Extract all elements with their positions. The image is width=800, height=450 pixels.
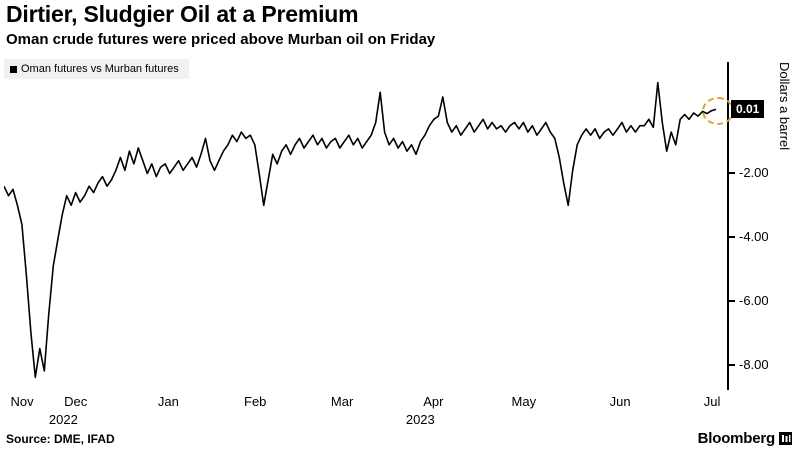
bloomberg-wordmark: Bloomberg bbox=[697, 430, 776, 447]
x-tick-label: May bbox=[511, 394, 537, 409]
x-year-label: 2023 bbox=[405, 412, 435, 427]
y-tick-label: -6.00 bbox=[739, 292, 769, 308]
line-chart-plot bbox=[4, 81, 717, 379]
x-tick-label: Mar bbox=[330, 394, 354, 409]
right-axis-line bbox=[727, 62, 729, 390]
x-tick-label: Jun bbox=[609, 394, 631, 409]
y-tick-mark bbox=[729, 299, 735, 302]
chart-subtitle: Oman crude futures were priced above Mur… bbox=[6, 31, 436, 48]
footer: Source: DME, IFAD Bloomberg bbox=[0, 427, 800, 447]
x-tick-label: Nov bbox=[10, 394, 34, 409]
x-axis-labels: Nov Dec Jan Feb Mar Apr May Jun Jul 2022 2023 bbox=[0, 394, 800, 434]
chart-title: Dirtier, Sludgier Oil at a Premium bbox=[6, 1, 359, 27]
legend-label: Oman futures vs Murban futures bbox=[21, 63, 179, 75]
y-tick-mark bbox=[729, 363, 735, 366]
y-tick-label: -8.00 bbox=[739, 356, 769, 372]
x-tick-label: Jan bbox=[157, 394, 179, 409]
source-text: Source: DME, IFAD bbox=[6, 432, 115, 446]
x-year-label: 2022 bbox=[48, 412, 78, 427]
y-tick-mark bbox=[729, 236, 735, 239]
last-point-highlight-circle bbox=[702, 97, 734, 126]
y-tick-label: -4.00 bbox=[739, 229, 769, 245]
x-tick-label: Jul bbox=[703, 394, 721, 409]
legend: Oman futures vs Murban futures bbox=[4, 59, 189, 79]
x-tick-label: Apr bbox=[423, 394, 444, 409]
y-tick-mark bbox=[729, 172, 735, 175]
y-axis-title: Dollars a barrel bbox=[777, 62, 792, 151]
x-tick-label: Dec bbox=[64, 394, 88, 409]
bloomberg-logo: Bloomberg bbox=[698, 430, 792, 447]
bloomberg-mark-icon bbox=[779, 432, 792, 445]
series-line bbox=[4, 81, 717, 379]
x-tick-label: Feb bbox=[244, 394, 267, 409]
last-value-tag: 0.01 bbox=[731, 100, 765, 119]
y-tick-label: -2.00 bbox=[739, 165, 769, 181]
legend-swatch-icon bbox=[10, 65, 17, 73]
